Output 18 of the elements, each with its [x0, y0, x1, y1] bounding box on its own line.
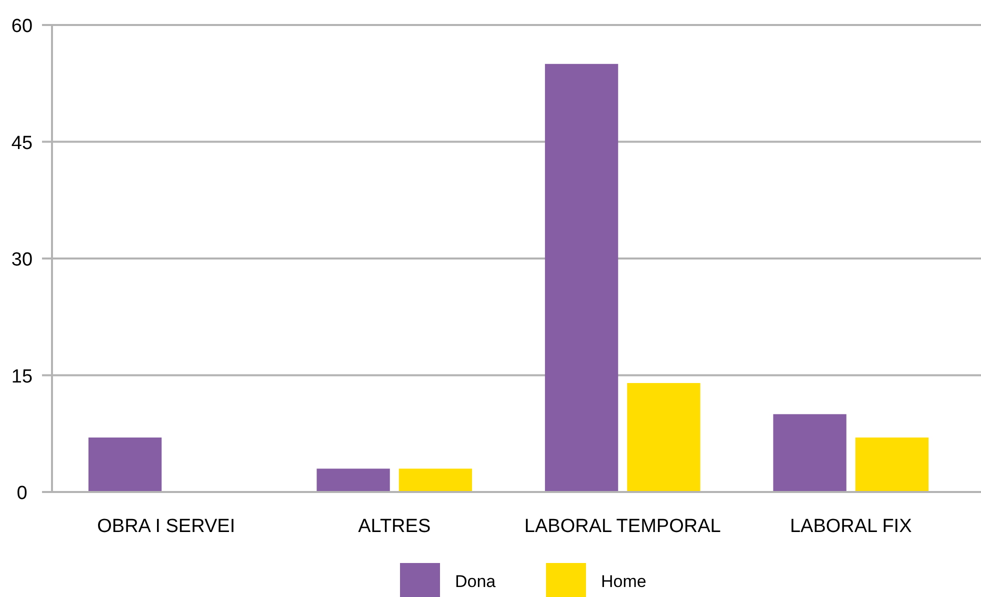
legend-label: Home — [601, 572, 646, 591]
bar — [855, 438, 929, 492]
x-tick-label: LABORAL TEMPORAL — [524, 516, 721, 537]
y-tick-label: 30 — [11, 250, 33, 270]
bar — [544, 64, 618, 492]
legend-label: Dona — [455, 572, 496, 591]
bar — [88, 438, 162, 492]
y-tick-label: 15 — [11, 366, 33, 388]
bar — [398, 468, 472, 492]
bar — [316, 468, 390, 492]
y-tick-label: 45 — [11, 132, 33, 154]
bar — [627, 383, 700, 492]
y-tick-label: 0 — [16, 483, 28, 504]
x-tick-label: LABORAL FIX — [790, 516, 912, 537]
x-tick-label: ALTRES — [358, 516, 431, 537]
y-tick-label: 60 — [11, 16, 33, 37]
bar — [773, 414, 846, 492]
x-tick-label: OBRA I SERVEI — [97, 516, 236, 537]
